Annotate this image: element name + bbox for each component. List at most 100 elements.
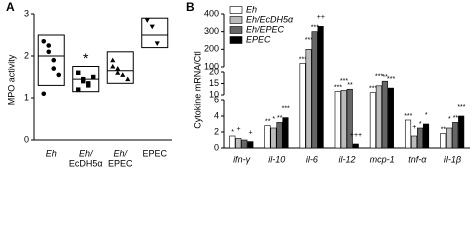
bar: [317, 26, 324, 149]
bar: [270, 127, 277, 149]
y-tick-label: 2: [214, 126, 219, 136]
y-tick-label: 400: [204, 8, 219, 18]
point: [120, 72, 126, 77]
significance: ***: [375, 74, 383, 81]
legend-label: Eh/EPEC: [246, 24, 285, 34]
bar: [446, 127, 453, 149]
significance: ***: [369, 86, 377, 93]
y-tick-label: 2: [24, 50, 29, 60]
point: [149, 24, 155, 30]
point: [110, 63, 116, 69]
x-tick-label: tnf-α: [408, 154, 427, 164]
significance: **: [453, 115, 459, 122]
y-tick-label: 3: [24, 8, 29, 18]
significance: +++: [350, 132, 362, 139]
significance: ***: [334, 84, 342, 91]
x-tick-label: EPEC: [108, 158, 133, 168]
bar: [247, 141, 254, 149]
bar: [299, 63, 306, 149]
point: [115, 70, 121, 75]
significance: **: [265, 118, 271, 125]
x-tick-label: Eh/: [79, 148, 94, 158]
point: [144, 18, 150, 23]
x-tick-label: Eh: [46, 148, 57, 158]
point: [41, 39, 47, 44]
significance: **: [441, 126, 447, 133]
y-tick-label: 10: [209, 89, 219, 99]
point: [86, 81, 91, 86]
point: [81, 76, 86, 82]
bar: [282, 117, 289, 149]
significance: ***: [311, 25, 319, 32]
point: [76, 70, 81, 75]
x-tick-label: il-1β: [444, 154, 461, 164]
x-tick-label: EPEC: [142, 148, 167, 158]
y-axis-label: MPO activity: [6, 54, 16, 105]
significance: ***: [299, 56, 307, 63]
legend-label: Eh/EcDH5α: [246, 14, 294, 24]
significance: +: [249, 129, 253, 136]
significance: ***: [305, 37, 313, 44]
significance: **: [347, 82, 353, 89]
significance: ***: [387, 76, 395, 83]
point: [46, 49, 52, 55]
legend-label: EPEC: [246, 34, 271, 44]
x-tick-label: il-12: [338, 154, 355, 164]
bar: [375, 85, 382, 149]
point: [51, 66, 57, 71]
bar: [305, 49, 312, 149]
y-tick-label: 6: [214, 94, 219, 104]
bar: [340, 90, 347, 149]
y-tick-label: 0: [214, 142, 219, 152]
significance: *: [419, 121, 422, 128]
y-tick-label: 15: [209, 78, 219, 88]
x-tick-label: EcDH5α: [69, 158, 103, 168]
significance: *: [272, 116, 275, 123]
panel-label: A: [6, 0, 15, 14]
bar: [387, 87, 394, 149]
y-tick-label: 20: [209, 66, 219, 76]
significance: +: [237, 126, 241, 133]
bar: [416, 127, 424, 149]
legend-swatch: [229, 36, 243, 44]
point: [46, 43, 52, 48]
significance: +: [412, 124, 416, 131]
point: [51, 57, 57, 63]
point: [115, 66, 121, 71]
significance: **: [382, 74, 388, 81]
significance: ***: [457, 104, 465, 111]
significance: ++: [317, 14, 325, 21]
significance: *: [448, 116, 451, 123]
significance: *: [425, 112, 428, 119]
bar: [369, 92, 376, 149]
bar: [440, 133, 447, 149]
box: [141, 17, 169, 49]
annotation: *: [83, 50, 89, 66]
y-tick-label: 0: [24, 134, 29, 144]
y-tick-label: 200: [204, 44, 219, 54]
page: A B MPO activity Cytokine mRNA/Ctl 0 1 2 3 E…: [6, 0, 470, 169]
legend-swatch: [229, 16, 243, 24]
legend-swatch: [229, 6, 243, 14]
bar: [452, 122, 459, 149]
legend-label: Eh: [246, 4, 257, 14]
bar: [346, 88, 353, 149]
y-tick-label: 300: [204, 26, 219, 36]
bar: [276, 122, 283, 149]
bar: [229, 135, 236, 149]
y-axis-label: Cytokine mRNA/Ctl: [192, 51, 202, 129]
y-tick-label: 100: [204, 61, 219, 71]
point: [154, 41, 160, 46]
bar: [410, 135, 418, 149]
x-tick-label: mcp-1: [370, 154, 395, 164]
y-tick-label: 4: [214, 110, 219, 120]
point: [125, 76, 131, 82]
box: [37, 34, 65, 86]
x-tick-label: ifn-γ: [233, 154, 251, 164]
point: [56, 72, 62, 78]
significance: ***: [282, 105, 290, 112]
legend-swatch: [229, 26, 243, 34]
y-tick-label: 1: [24, 92, 29, 102]
panel-label: B: [186, 0, 195, 14]
point: [91, 74, 96, 80]
